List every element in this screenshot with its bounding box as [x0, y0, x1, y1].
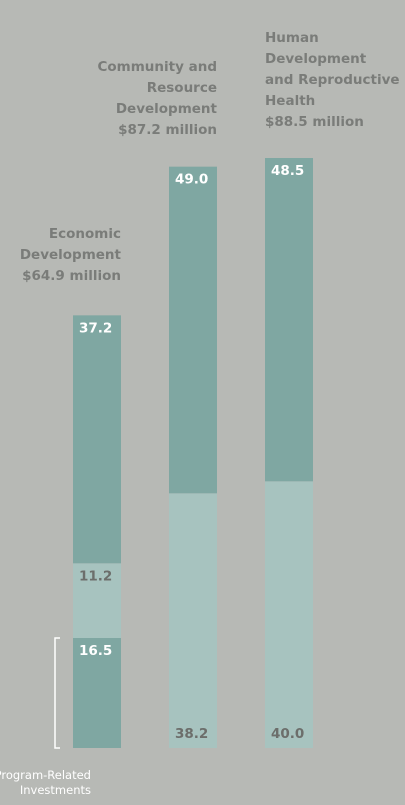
bar-segment [265, 158, 313, 482]
segment-value-label: 49.0 [175, 172, 208, 188]
category-title: Resource [147, 80, 217, 96]
segment-value-label: 48.5 [271, 163, 304, 179]
program-investments-label: Program-Related [0, 768, 91, 782]
bar-segment [73, 563, 121, 638]
segment-value-label: 11.2 [79, 568, 112, 584]
segment-value-label: 37.2 [79, 320, 112, 336]
category-title: Human [265, 30, 319, 46]
bar-segment [73, 638, 121, 748]
bar-segment [169, 166, 217, 494]
program-investments-label: Investments [20, 783, 91, 797]
category-title: and Reproductive [265, 72, 400, 88]
bar-segment [265, 481, 313, 748]
category-total-label: $87.2 million [118, 122, 217, 138]
category-title: Development [116, 101, 218, 117]
category-total-label: $64.9 million [22, 268, 121, 284]
segment-value-label: 16.5 [79, 643, 112, 659]
program-investments-bracket [54, 637, 60, 749]
category-title: Community and [97, 59, 217, 75]
category-title: Development [265, 51, 367, 67]
category-total-label: $88.5 million [265, 114, 364, 130]
category-title: Economic [49, 226, 121, 242]
category-title: Development [20, 247, 122, 263]
segment-value-label: 40.0 [271, 726, 304, 742]
category-title: Health [265, 93, 315, 109]
bar-segment [169, 493, 217, 748]
segment-value-label: 38.2 [175, 726, 208, 742]
bar-segment [73, 315, 121, 564]
